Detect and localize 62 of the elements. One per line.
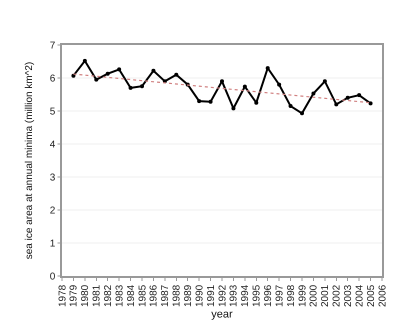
point — [288, 104, 293, 108]
x-axis-title: year — [211, 308, 234, 321]
point — [242, 84, 247, 89]
x-tick-label: 1997 — [274, 284, 286, 307]
point — [300, 111, 304, 116]
y-tick-label: 6 — [50, 74, 56, 84]
point — [254, 100, 258, 105]
point — [117, 67, 122, 72]
x-tick-label: 1994 — [240, 284, 252, 307]
point — [128, 86, 133, 90]
y-tick-label: 3 — [50, 172, 56, 184]
x-tick-label: 2004 — [354, 284, 366, 307]
y-axis-title: sea ice area at annual minima (million km^2) — [24, 62, 36, 260]
x-tick-label: 1999 — [297, 284, 308, 307]
x-tick-label: 2000 — [308, 284, 320, 307]
y-tick-label: 7 — [50, 40, 56, 52]
point — [334, 102, 338, 106]
x-tick-label: 1989 — [182, 284, 194, 307]
point — [266, 66, 270, 70]
point — [368, 101, 373, 106]
point — [94, 78, 98, 82]
point — [311, 92, 316, 96]
x-tick-label: 1979 — [68, 284, 80, 307]
point — [277, 82, 282, 87]
point — [197, 99, 202, 104]
x-tick-label: 1991 — [206, 284, 217, 307]
point — [174, 72, 178, 77]
x-tick-label: 2001 — [320, 284, 332, 307]
x-tick-label: 1998 — [286, 284, 297, 307]
x-tick-label: 1978 — [57, 284, 68, 307]
point — [346, 96, 350, 100]
point — [151, 68, 156, 73]
x-tick-label: 1984 — [126, 284, 137, 307]
point — [357, 93, 362, 98]
x-tick-label: 1995 — [252, 284, 263, 307]
point — [208, 100, 213, 104]
point — [82, 58, 87, 63]
y-tick-label: 4 — [50, 140, 56, 150]
x-tick-label: 2006 — [377, 284, 388, 307]
y-tick-label: 1 — [50, 238, 56, 250]
x-tick-label: 1980 — [80, 284, 92, 307]
y-tick-label: 0 — [50, 272, 56, 282]
x-tick-label: 2003 — [342, 284, 354, 307]
y-tick-label: 2 — [50, 206, 56, 216]
x-tick-label: 1993 — [228, 284, 240, 307]
x-tick-label: 2005 — [366, 284, 377, 307]
x-tick-label: 1982 — [102, 284, 114, 307]
point — [220, 79, 224, 84]
x-tick-label: 1985 — [137, 284, 148, 307]
x-tick-label: 1996 — [262, 284, 274, 307]
point — [322, 79, 327, 84]
x-tick-label: 1988 — [172, 284, 183, 307]
x-tick-label: 1990 — [194, 284, 206, 307]
point — [140, 84, 144, 88]
y-tick-label: 5 — [50, 106, 56, 118]
point — [106, 72, 110, 76]
x-tick-label: 1981 — [92, 284, 103, 307]
x-tick-label: 1987 — [160, 284, 172, 307]
x-tick-label: 1986 — [148, 284, 160, 307]
x-tick-label: 2002 — [332, 284, 343, 307]
x-tick-label: 1992 — [217, 284, 228, 307]
x-tick-label: 1983 — [114, 284, 126, 307]
